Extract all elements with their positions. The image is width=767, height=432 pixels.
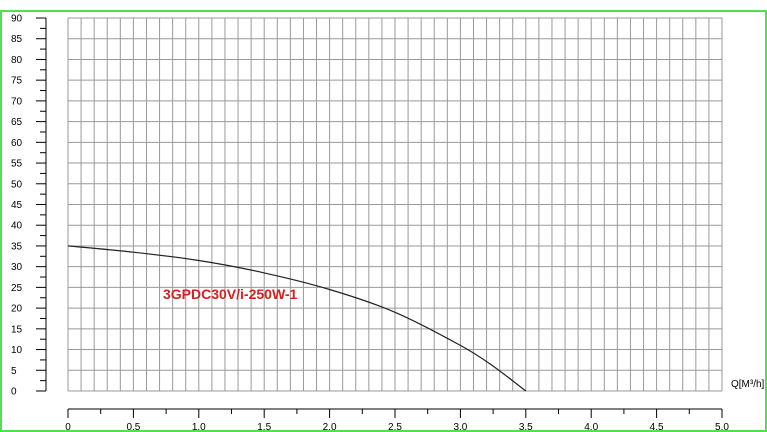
- y-tick-label: 60: [11, 138, 23, 149]
- x-axis-label: Q[M³/h]: [731, 379, 765, 390]
- x-tick-label: 2.0: [323, 422, 337, 432]
- series-label: 3GPDC30V/i-250W-1: [163, 286, 298, 302]
- x-tick-label: 4.5: [650, 422, 664, 432]
- y-tick-label: 55: [11, 159, 23, 170]
- y-tick-label: 85: [11, 34, 23, 45]
- y-tick-label: 70: [11, 96, 23, 107]
- series-line: [67, 245, 527, 392]
- y-tick-label: 50: [11, 179, 23, 190]
- y-tick-label: 30: [11, 262, 23, 273]
- y-axis: 0 5 10 15 20 25 30 35 40 45 50 55 60 65 70 75 80 85 90: [11, 14, 47, 398]
- y-tick-label: 35: [11, 241, 23, 252]
- y-tick-label: 90: [11, 14, 23, 25]
- y-tick-label: 20: [11, 304, 23, 315]
- y-tick-label: 45: [11, 200, 23, 211]
- chart-border: [0, 10, 767, 432]
- series-layer: [67, 245, 527, 392]
- x-axis: 0 0.5 1.0 1.5 2.0 2.5 3.0 3.5 4.0 4.5 5.0: [65, 408, 729, 432]
- y-tick-label: 0: [11, 387, 17, 398]
- x-tick-label: 0: [65, 422, 71, 432]
- y-tick-label: 10: [11, 345, 23, 356]
- y-tick-label: 5: [11, 366, 17, 377]
- y-tick-label: 25: [11, 283, 23, 294]
- y-tick-label: 80: [11, 55, 23, 66]
- x-tick-label: 1.5: [257, 422, 271, 432]
- x-tick-label: 2.5: [388, 422, 402, 432]
- y-tick-label: 15: [11, 324, 23, 335]
- y-tick-label: 65: [11, 117, 23, 128]
- x-tick-label: 1.0: [192, 422, 206, 432]
- x-tick-label: 5.0: [715, 422, 729, 432]
- y-tick-label: 40: [11, 221, 23, 232]
- x-tick-label: 3.5: [519, 422, 533, 432]
- y-tick-label: 75: [11, 76, 23, 87]
- grid: [67, 17, 723, 392]
- x-tick-label: 3.0: [453, 422, 467, 432]
- x-tick-label: 0.5: [126, 422, 140, 432]
- x-tick-label: 4.0: [584, 422, 598, 432]
